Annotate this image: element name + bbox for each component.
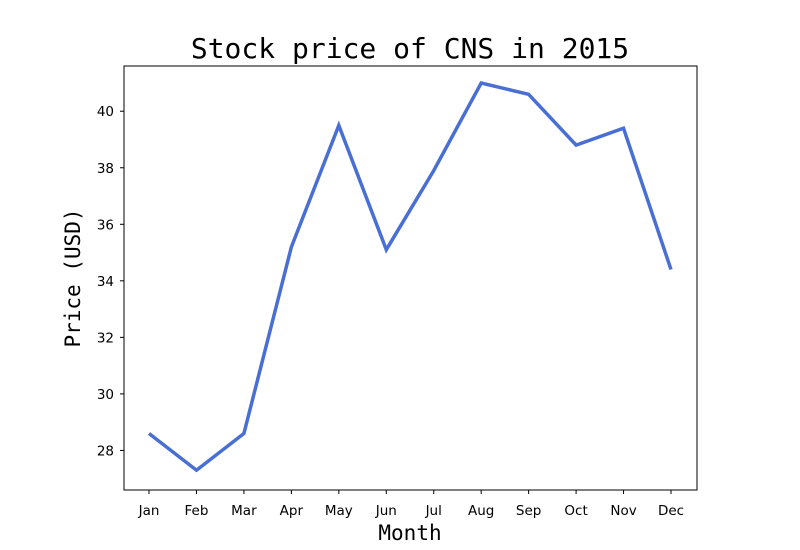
x-tick-label: Jan [138,503,160,519]
x-axis: Jan Feb Mar Apr May Jun Jul Aug Sep Oct Nov Dec [138,490,684,519]
y-tick-label: 30 [97,387,114,403]
x-tick-label: Aug [468,503,494,519]
x-tick-label: Mar [231,503,257,519]
chart-title: Stock price of CNS in 2015 [191,32,629,65]
plot-area-frame [123,65,698,491]
x-axis-label: Month [378,521,441,545]
y-tick-label: 34 [97,274,114,290]
y-tick-label: 36 [97,217,114,233]
x-tick-label: Feb [185,503,209,519]
x-tick-label: Oct [564,503,587,519]
series-layer [147,80,673,473]
x-tick-label: Sep [516,503,541,519]
x-tick-label: Jul [425,503,442,519]
y-tick-label: 32 [97,330,114,346]
price-series-line [147,80,673,473]
y-axis-label: Price (USD) [61,208,85,347]
x-tick-label: Jun [375,503,397,519]
y-tick-label: 28 [97,443,114,459]
x-tick-label: Apr [280,503,304,519]
y-tick-label: 40 [97,104,114,120]
y-axis: 28 30 32 34 36 38 40 [97,104,124,459]
x-tick-label: May [325,503,353,519]
x-tick-label: Dec [658,503,684,519]
y-tick-label: 38 [97,161,114,177]
x-tick-label: Nov [610,503,636,519]
